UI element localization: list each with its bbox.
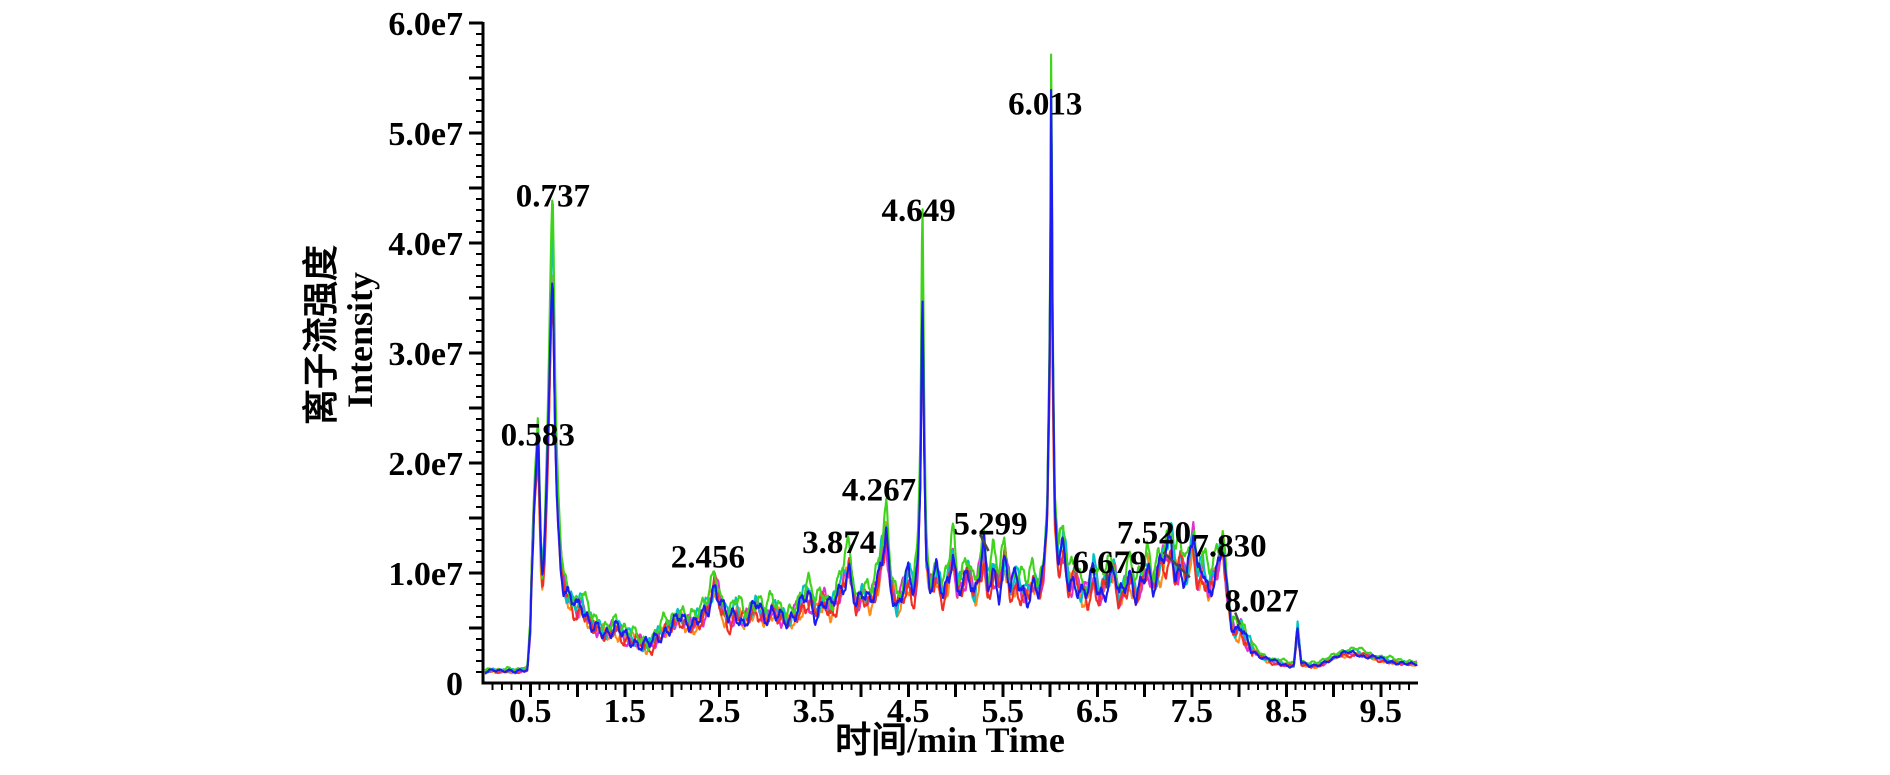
peak-label-7.830: 7.830 (1192, 529, 1266, 565)
y-axis-ticks (469, 21, 483, 673)
peak-label-8.027: 8.027 (1225, 584, 1299, 620)
peak-label-4.649: 4.649 (882, 193, 956, 229)
chromatogram-traces (484, 53, 1418, 675)
x-tick-label-8.5: 8.5 (1265, 693, 1308, 730)
peak-label-0.737: 0.737 (516, 179, 590, 215)
x-tick-label-6.5: 6.5 (1076, 693, 1119, 730)
x-axis-ticks (491, 683, 1411, 697)
peak-label-6.679: 6.679 (1072, 545, 1146, 581)
peak-label-2.456: 2.456 (671, 540, 745, 576)
peak-labels: 0.583 0.737 2.456 3.874 4.267 4.649 5.299 6.013… (501, 86, 1299, 619)
x-axis-title: 时间/min Time (835, 720, 1065, 760)
x-tick-label-9.5: 9.5 (1360, 693, 1403, 730)
y-tick-label-0: 0 (446, 666, 463, 703)
x-tick-labels: 0.5 1.5 2.5 3.5 4.5 5.5 6.5 7.5 8.5 9.5 (509, 693, 1402, 730)
peak-label-7.520: 7.520 (1117, 515, 1191, 551)
y-tick-label-5.0e7: 5.0e7 (388, 116, 463, 153)
y-tick-label-1.0e7: 1.0e7 (388, 556, 463, 593)
x-tick-label-2.5: 2.5 (698, 693, 741, 730)
peak-leader-7.520 (1162, 551, 1191, 579)
peak-label-3.874: 3.874 (802, 525, 876, 561)
y-axis-title-en: Intensity (340, 272, 380, 408)
y-tick-label-4.0e7: 4.0e7 (388, 226, 463, 263)
x-tick-label-1.5: 1.5 (604, 693, 647, 730)
y-tick-label-2.0e7: 2.0e7 (388, 446, 463, 483)
x-tick-label-4.5: 4.5 (887, 693, 930, 730)
overlay-trace-green (484, 53, 1418, 673)
y-tick-label-3.0e7: 3.0e7 (388, 336, 463, 373)
peak-label-4.267: 4.267 (842, 472, 916, 508)
peak-label-0.583: 0.583 (501, 417, 575, 453)
peak-leader-lines (978, 533, 1242, 626)
peak-leader-5.299 (978, 533, 990, 552)
peak-leader-8.027 (1234, 612, 1242, 626)
y-axis-title-cn: 离子流强度 (301, 245, 341, 425)
peak-label-6.013: 6.013 (1008, 86, 1082, 122)
x-tick-label-7.5: 7.5 (1171, 693, 1214, 730)
y-tick-label-6.0e7: 6.0e7 (388, 6, 463, 43)
y-tick-labels: 0 1.0e7 2.0e7 3.0e7 4.0e7 5.0e7 6.0e7 (388, 6, 463, 703)
x-tick-label-0.5: 0.5 (509, 693, 552, 730)
overlay-trace-blue (484, 88, 1418, 675)
x-tick-label-5.5: 5.5 (982, 693, 1025, 730)
peak-label-5.299: 5.299 (953, 507, 1027, 543)
x-tick-label-3.5: 3.5 (793, 693, 836, 730)
